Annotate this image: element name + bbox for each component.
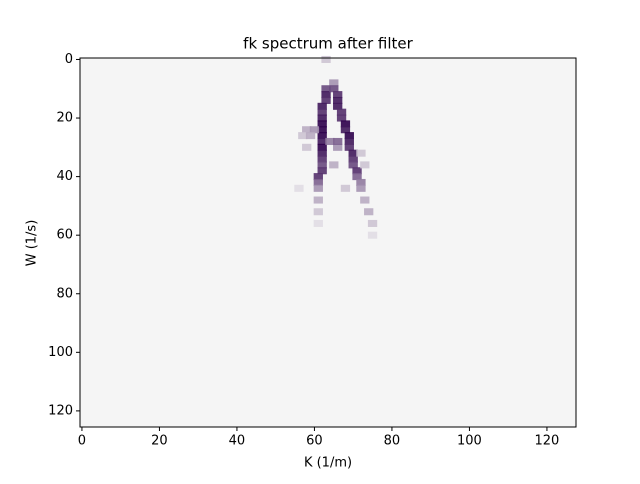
heat-cell bbox=[317, 102, 327, 110]
heat-cell bbox=[344, 137, 354, 145]
heat-cell bbox=[309, 126, 320, 134]
heat-cell bbox=[317, 126, 327, 134]
heat-cell bbox=[336, 108, 347, 116]
heat-cell bbox=[336, 114, 347, 122]
heat-cell bbox=[329, 161, 339, 169]
heat-cell bbox=[367, 231, 378, 239]
plot-frame bbox=[79, 57, 577, 428]
heat-cell bbox=[313, 219, 323, 227]
heat-cell bbox=[317, 137, 327, 145]
x-tick-label: 40 bbox=[229, 434, 246, 449]
heat-cell bbox=[344, 143, 354, 151]
heat-cell bbox=[321, 55, 331, 63]
heat-cell bbox=[298, 132, 308, 140]
x-tick-label: 80 bbox=[384, 434, 401, 449]
heat-cell bbox=[348, 149, 358, 157]
heat-cell bbox=[333, 137, 343, 145]
heat-cell bbox=[317, 149, 327, 157]
heat-cell bbox=[356, 178, 366, 186]
heat-cell bbox=[317, 108, 327, 116]
y-axis-label: W (1/s) bbox=[25, 220, 40, 267]
heat-cell bbox=[340, 126, 351, 134]
heat-cell bbox=[313, 173, 323, 181]
heat-cell bbox=[329, 79, 339, 87]
heat-cell bbox=[302, 143, 312, 151]
heat-cell bbox=[356, 149, 366, 157]
heat-cell bbox=[313, 178, 323, 186]
heat-cell bbox=[360, 161, 370, 169]
heat-cell bbox=[356, 184, 366, 192]
heat-cell bbox=[367, 219, 378, 227]
y-tick-label: 120 bbox=[48, 403, 73, 418]
plot-background bbox=[80, 58, 576, 427]
heat-cell bbox=[313, 184, 323, 192]
heat-cell bbox=[344, 132, 354, 140]
heat-cell bbox=[329, 85, 339, 93]
heat-cell bbox=[305, 132, 316, 140]
heat-cell bbox=[317, 132, 327, 140]
heat-cell bbox=[325, 137, 335, 145]
x-tick-label: 60 bbox=[306, 434, 323, 449]
heat-cell bbox=[352, 173, 362, 181]
heat-cell bbox=[364, 208, 374, 216]
heat-cell bbox=[333, 96, 343, 104]
heat-cell bbox=[360, 196, 370, 204]
y-tick-label: 80 bbox=[56, 286, 73, 301]
heat-cell bbox=[333, 102, 343, 110]
heat-cell bbox=[333, 143, 343, 151]
x-tick-label: 20 bbox=[151, 434, 168, 449]
heat-cell bbox=[317, 161, 327, 169]
heat-cell bbox=[348, 155, 358, 163]
heat-cell bbox=[340, 120, 351, 128]
heat-cell bbox=[302, 126, 312, 134]
y-tick-label: 60 bbox=[56, 228, 73, 243]
y-tick-label: 100 bbox=[48, 345, 73, 360]
y-tick-label: 0 bbox=[65, 52, 73, 67]
heat-cell bbox=[313, 208, 323, 216]
y-tick-label: 40 bbox=[56, 169, 73, 184]
x-tick-label: 120 bbox=[535, 434, 560, 449]
heat-cell bbox=[317, 114, 327, 122]
heat-cell bbox=[321, 85, 331, 93]
heat-cell bbox=[340, 184, 351, 192]
heat-cell bbox=[348, 161, 358, 169]
x-axis-label: K (1/m) bbox=[304, 456, 352, 471]
heat-cell bbox=[317, 120, 327, 128]
y-tick-label: 20 bbox=[56, 111, 73, 126]
heat-cell bbox=[333, 91, 343, 99]
chart-title: fk spectrum after filter bbox=[243, 35, 413, 53]
heat-cell bbox=[294, 184, 304, 192]
x-tick-label: 0 bbox=[78, 434, 86, 449]
heat-cell bbox=[352, 167, 362, 175]
heat-cell bbox=[317, 143, 327, 151]
x-tick-label: 100 bbox=[457, 434, 482, 449]
heat-cell bbox=[321, 91, 331, 99]
heat-cell bbox=[321, 96, 331, 104]
heat-cell bbox=[317, 167, 327, 175]
heat-cell bbox=[313, 196, 323, 204]
heat-cell bbox=[317, 155, 327, 163]
